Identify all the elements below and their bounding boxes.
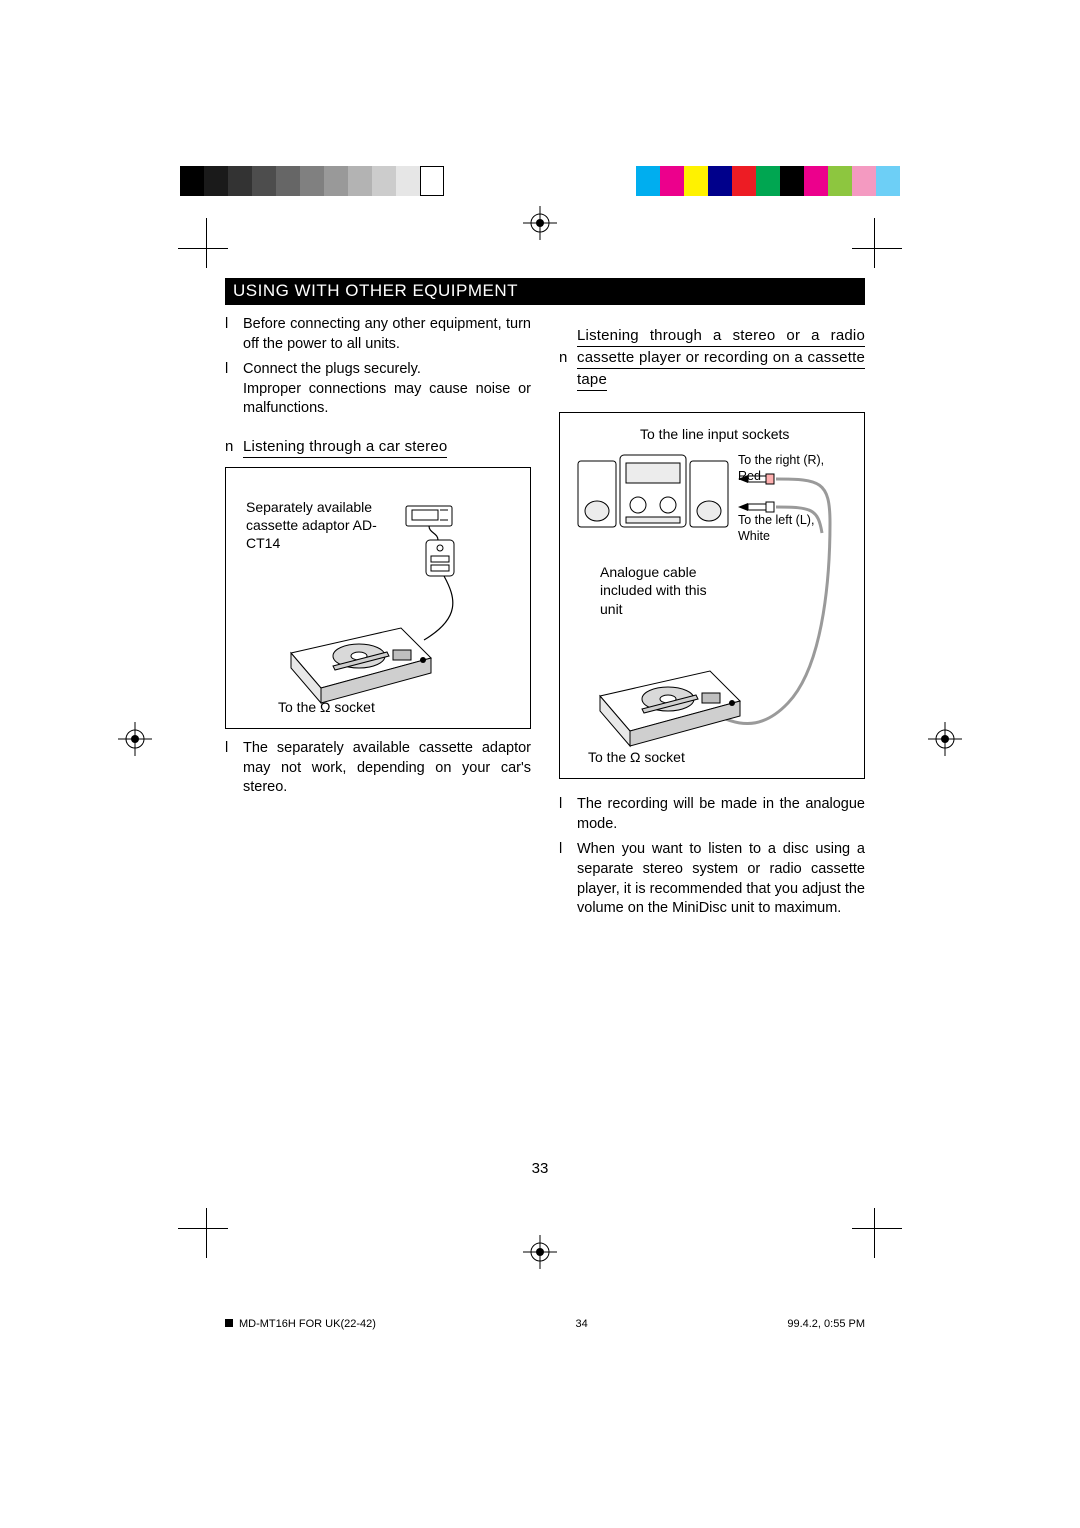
registration-mark-right xyxy=(928,722,962,756)
swatch xyxy=(732,166,756,196)
swatch xyxy=(252,166,276,196)
figure-caption-line-in: To the line input sockets xyxy=(640,425,789,443)
note-text: The separately available cassette adapto… xyxy=(243,739,531,798)
figure-car-stereo: Separately available cassette adaptor AD… xyxy=(225,467,531,729)
content-area: USING WITH OTHER EQUIPMENT l Before conn… xyxy=(225,278,865,925)
bullet-text: Connect the plugs securely. Improper con… xyxy=(243,360,531,419)
print-color-bars xyxy=(180,166,900,196)
section-title: USING WITH OTHER EQUIPMENT xyxy=(225,278,865,305)
subheading-car-stereo: n Listening through a car stereo xyxy=(225,437,531,457)
swatch xyxy=(420,166,444,196)
swatch xyxy=(780,166,804,196)
registration-mark-top xyxy=(523,206,557,240)
note-bullet: l The recording will be made in the anal… xyxy=(559,795,865,834)
right-column: n Listening through a stereo or a radio … xyxy=(559,315,865,925)
swatch xyxy=(804,166,828,196)
swatch xyxy=(660,166,684,196)
crop-mark xyxy=(852,248,902,249)
swatch xyxy=(396,166,420,196)
bullet-glyph: l xyxy=(225,360,243,419)
note-bullet: l When you want to listen to a disc usin… xyxy=(559,840,865,918)
footer-black-square xyxy=(225,1319,233,1327)
swatch xyxy=(276,166,300,196)
left-column: l Before connecting any other equipment,… xyxy=(225,315,531,925)
swatch xyxy=(636,166,660,196)
footer-doc-name: MD-MT16H FOR UK(22-42) xyxy=(239,1318,376,1330)
registration-mark-left xyxy=(118,722,152,756)
bullet-glyph: l xyxy=(225,739,243,798)
swatch xyxy=(372,166,396,196)
swatch xyxy=(324,166,348,196)
crop-mark xyxy=(874,1208,875,1258)
swatch xyxy=(300,166,324,196)
figure-caption-socket: To the Ω socket xyxy=(588,748,685,766)
bullet-glyph: l xyxy=(225,315,243,354)
bullet-text: Before connecting any other equipment, t… xyxy=(243,315,531,354)
crop-mark xyxy=(206,218,207,268)
note-text: The recording will be made in the analog… xyxy=(577,795,865,834)
bullet-glyph: l xyxy=(559,840,577,918)
bullet-glyph: l xyxy=(559,795,577,834)
subheading-stereo: n Listening through a stereo or a radio … xyxy=(559,325,865,390)
crop-mark xyxy=(178,248,228,249)
figure-caption-adaptor: Separately available cassette adaptor AD… xyxy=(246,498,386,553)
note-bullet: l The separately available cassette adap… xyxy=(225,739,531,798)
swatch xyxy=(876,166,900,196)
crop-mark xyxy=(874,218,875,268)
crop-mark xyxy=(178,1228,228,1229)
footer-timestamp: 99.4.2, 0:55 PM xyxy=(787,1318,865,1330)
note-text: When you want to listen to a disc using … xyxy=(577,840,865,918)
subheading-text: Listening through a car stereo xyxy=(243,438,447,458)
swatch xyxy=(348,166,372,196)
figure-stereo: To the line input sockets To the right (… xyxy=(559,412,865,779)
figure-caption-socket: To the Ω socket xyxy=(278,698,375,716)
figure-caption-left-ch: To the left (L), White xyxy=(738,513,848,544)
page-number: 33 xyxy=(0,1160,1080,1177)
print-footer: MD-MT16H FOR UK(22-42) 34 99.4.2, 0:55 P… xyxy=(225,1318,865,1330)
subheading-text: Listening through a stereo or a radio ca… xyxy=(577,327,865,391)
intro-bullet: l Before connecting any other equipment,… xyxy=(225,315,531,354)
page: USING WITH OTHER EQUIPMENT l Before conn… xyxy=(0,0,1080,1528)
swatch xyxy=(684,166,708,196)
figure-caption-cable: Analogue cable included with this unit xyxy=(600,563,730,618)
intro-bullet: l Connect the plugs securely. Improper c… xyxy=(225,360,531,419)
swatch xyxy=(756,166,780,196)
swatch xyxy=(228,166,252,196)
crop-mark xyxy=(852,1228,902,1229)
swatch xyxy=(180,166,204,196)
swatch xyxy=(852,166,876,196)
footer-sheet-no: 34 xyxy=(376,1318,787,1330)
figure-caption-right-ch: To the right (R), Red xyxy=(738,453,848,484)
swatch xyxy=(828,166,852,196)
registration-mark-bottom xyxy=(523,1235,557,1269)
crop-mark xyxy=(206,1208,207,1258)
swatch xyxy=(708,166,732,196)
swatch xyxy=(204,166,228,196)
